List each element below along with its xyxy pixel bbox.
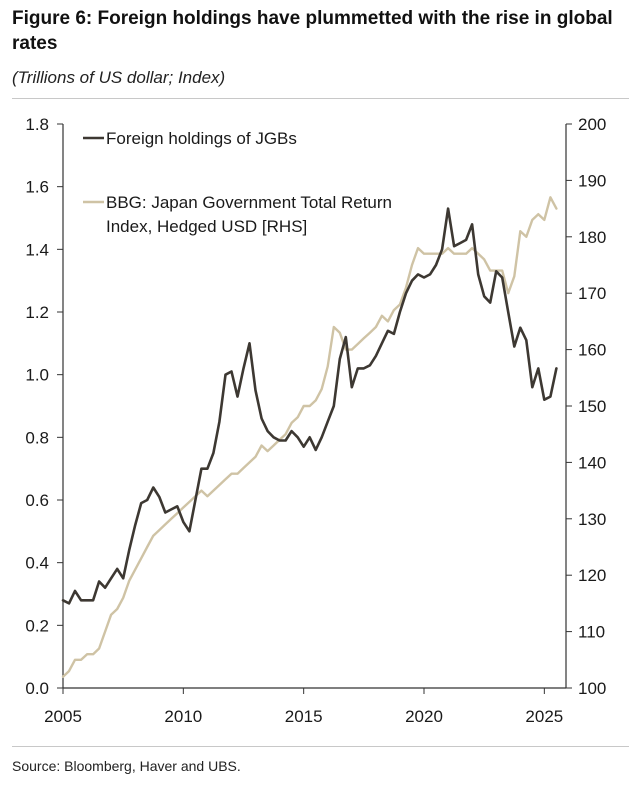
left-y-tick-label: 0.0	[25, 679, 49, 698]
left-y-tick-label: 1.2	[25, 303, 49, 322]
legend-label-bbg-index-line2: Index, Hedged USD [RHS]	[106, 217, 307, 236]
right-y-tick-label: 140	[578, 453, 606, 472]
legend-label-bbg-index-line1: BBG: Japan Government Total Return	[106, 193, 392, 212]
left-y-tick-label: 1.0	[25, 366, 49, 385]
x-tick-label: 2025	[525, 707, 563, 726]
x-tick-label: 2020	[405, 707, 443, 726]
left-y-tick-label: 0.8	[25, 428, 49, 447]
axis-ticks: 0.0 0.2 0.4 0.6 0.8 1.0 1.2 1.4 1.6 1.8 100 110 120 1…	[25, 115, 606, 726]
right-y-tick-label: 180	[578, 228, 606, 247]
x-tick-label: 2010	[164, 707, 202, 726]
chart-title: Figure 6: Foreign holdings have plummett…	[12, 8, 613, 54]
right-y-tick-label: 100	[578, 679, 606, 698]
legend-label-bbg-index: BBG: Japan Government Total Return Index…	[106, 193, 397, 236]
left-y-tick-label: 0.6	[25, 491, 49, 510]
right-y-tick-label: 160	[578, 341, 606, 360]
right-y-tick-label: 130	[578, 510, 606, 529]
x-tick-label: 2015	[285, 707, 323, 726]
right-y-tick-label: 190	[578, 171, 606, 190]
left-y-tick-label: 0.4	[25, 554, 49, 573]
left-y-tick-label: 0.2	[25, 616, 49, 635]
right-y-tick-label: 110	[578, 623, 605, 642]
source-note: Source: Bloomberg, Haver and UBS.	[12, 758, 241, 774]
left-y-tick-label: 1.8	[25, 115, 49, 134]
x-tick-label: 2005	[44, 707, 82, 726]
line-chart: 0.0 0.2 0.4 0.6 0.8 1.0 1.2 1.4 1.6 1.8 100 110 120 1…	[25, 115, 606, 726]
top-divider	[12, 98, 629, 99]
chart-axes: 0.0 0.2 0.4 0.6 0.8 1.0 1.2 1.4 1.6 1.8 100 110 120 1…	[25, 115, 606, 726]
left-y-tick-label: 1.6	[25, 178, 49, 197]
right-y-tick-label: 120	[578, 566, 606, 585]
chart-subtitle: (Trillions of US dollar; Index)	[12, 68, 226, 87]
right-y-tick-label: 200	[578, 115, 606, 134]
legend: Foreign holdings of JGBs BBG: Japan Gove…	[83, 129, 397, 236]
right-y-tick-label: 170	[578, 284, 606, 303]
left-y-tick-label: 1.4	[25, 240, 49, 259]
series-line-foreign-holdings	[61, 207, 558, 605]
legend-label-foreign-holdings: Foreign holdings of JGBs	[106, 129, 297, 148]
right-y-tick-label: 150	[578, 397, 606, 416]
series-layer	[61, 196, 558, 678]
bottom-divider	[12, 746, 629, 747]
